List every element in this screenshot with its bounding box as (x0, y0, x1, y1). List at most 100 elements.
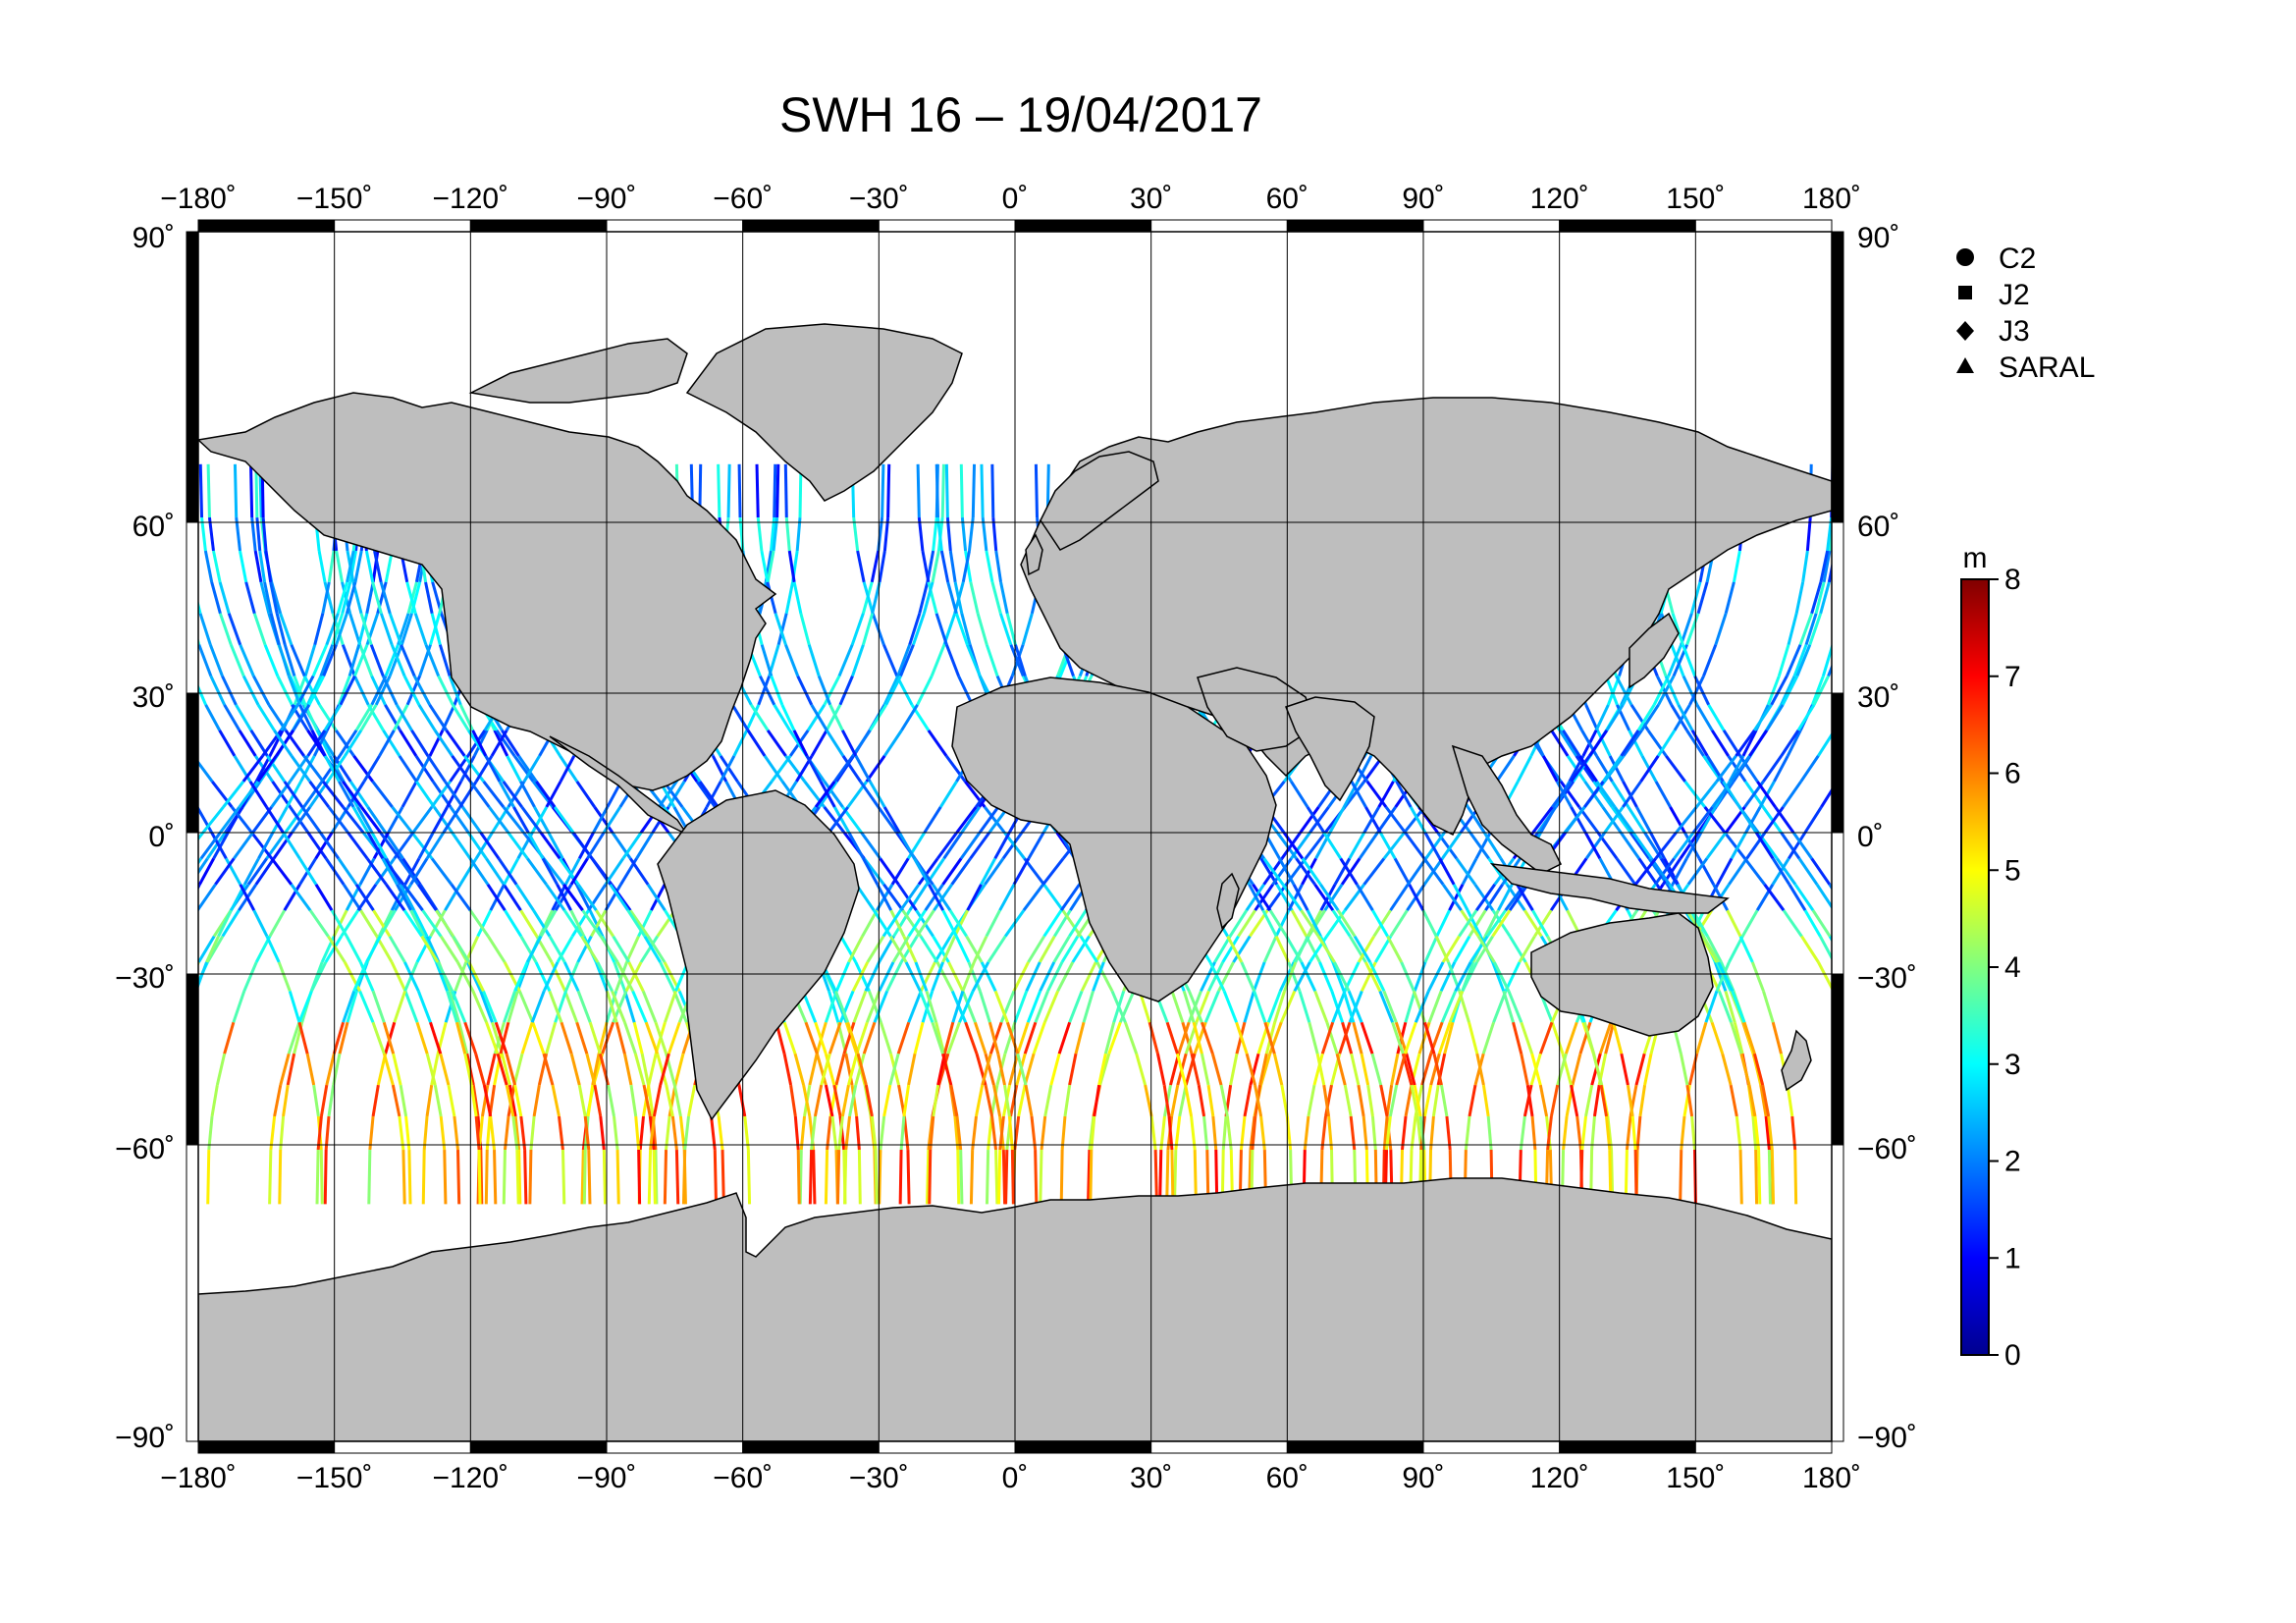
track-segment (1742, 1021, 1756, 1055)
track-segment (396, 884, 412, 911)
track-segment (308, 781, 331, 808)
track-segment (1353, 935, 1372, 963)
track-segment (1254, 883, 1274, 912)
track-segment (250, 832, 274, 860)
track-segment (1262, 935, 1278, 963)
track-segment (593, 806, 614, 834)
track-segment (1604, 1021, 1616, 1055)
track-segment (531, 1021, 546, 1055)
track-segment (1301, 857, 1317, 886)
track-segment (847, 832, 865, 860)
track-segment (1812, 675, 1830, 706)
track-segment (1454, 961, 1472, 993)
frame-segment (878, 219, 1016, 233)
track-segment (1452, 884, 1469, 911)
satellite-legend: C2 J2 J3 SARAL (1956, 243, 2095, 384)
track-segment (672, 1084, 682, 1117)
track-segment (477, 1150, 482, 1205)
lat-tick: 60˚ (133, 511, 175, 543)
track-segment (336, 581, 348, 615)
track-segment (916, 675, 934, 706)
track-segment (183, 517, 187, 551)
track-segment (946, 1021, 961, 1055)
track-segment (311, 644, 329, 677)
track-segment (411, 806, 434, 834)
frame-segment (878, 1440, 1016, 1454)
track-segment (980, 463, 985, 518)
track-segment (1730, 832, 1747, 860)
track-segment (293, 676, 307, 706)
track-segment (250, 516, 257, 552)
track-segment (268, 909, 287, 938)
track-segment (359, 613, 373, 646)
track-segment (1061, 909, 1083, 938)
frame-segment (186, 231, 199, 523)
track-segment (156, 464, 157, 517)
track-segment (1599, 1084, 1608, 1117)
track-segment (399, 730, 418, 757)
track-segment (244, 581, 256, 615)
track-segment (1437, 1021, 1452, 1055)
track-segment (652, 1149, 657, 1205)
track-segment (994, 1149, 999, 1205)
track-segment (1522, 1084, 1533, 1117)
track-segment (622, 1053, 633, 1086)
track-segment (1822, 550, 1832, 583)
track-segment (362, 755, 381, 783)
track-segment (1390, 1053, 1400, 1086)
track-segment (284, 729, 305, 757)
track-segment (612, 1115, 619, 1151)
track-segment (485, 857, 506, 886)
track-segment (633, 1053, 646, 1086)
lon-tick: 120˚ (1530, 1462, 1589, 1494)
track-segment (1263, 1021, 1276, 1055)
track-segment (1541, 755, 1559, 783)
track-segment (948, 550, 957, 583)
track-segment (860, 832, 881, 860)
track-segment (1266, 990, 1282, 1023)
track-segment (434, 961, 450, 992)
track-segment (1009, 644, 1025, 677)
track-segment (925, 1149, 931, 1205)
track-segment (560, 1021, 573, 1055)
track-segment (906, 1150, 911, 1205)
track-segment (861, 909, 879, 938)
track-segment (471, 1084, 480, 1117)
track-segment (351, 806, 370, 834)
track-segment (782, 1053, 793, 1086)
track-segment (253, 550, 263, 583)
track-segment (1791, 832, 1813, 860)
track-segment (1491, 909, 1512, 938)
track-segment (382, 857, 405, 886)
track-segment (1635, 806, 1652, 834)
track-segment (163, 858, 183, 884)
track-segment (359, 909, 379, 938)
track-segment (823, 806, 846, 834)
track-segment (519, 935, 538, 963)
track-segment (523, 1149, 528, 1205)
track-segment (1382, 832, 1406, 860)
track-segment (808, 1053, 819, 1086)
track-segment (1335, 1053, 1347, 1086)
track-segment (1538, 1084, 1549, 1117)
track-segment (667, 1021, 681, 1055)
track-segment (1385, 1115, 1392, 1151)
track-segment (337, 857, 358, 886)
track-segment (1022, 883, 1044, 912)
lon-tick: −120˚ (433, 1462, 509, 1494)
track-segment (384, 644, 400, 677)
track-segment (1811, 909, 1832, 938)
track-segment (773, 463, 777, 518)
track-segment (1697, 857, 1715, 886)
track-segment (379, 909, 397, 938)
track-segment (198, 935, 216, 963)
track-segment (424, 644, 441, 677)
track-segment (1042, 883, 1064, 912)
track-segment (512, 806, 530, 834)
track-segment (837, 1115, 844, 1151)
track-segment (1307, 1084, 1316, 1117)
track-segment (812, 1149, 817, 1205)
track-segment (640, 1053, 651, 1086)
track-segment (290, 644, 306, 677)
